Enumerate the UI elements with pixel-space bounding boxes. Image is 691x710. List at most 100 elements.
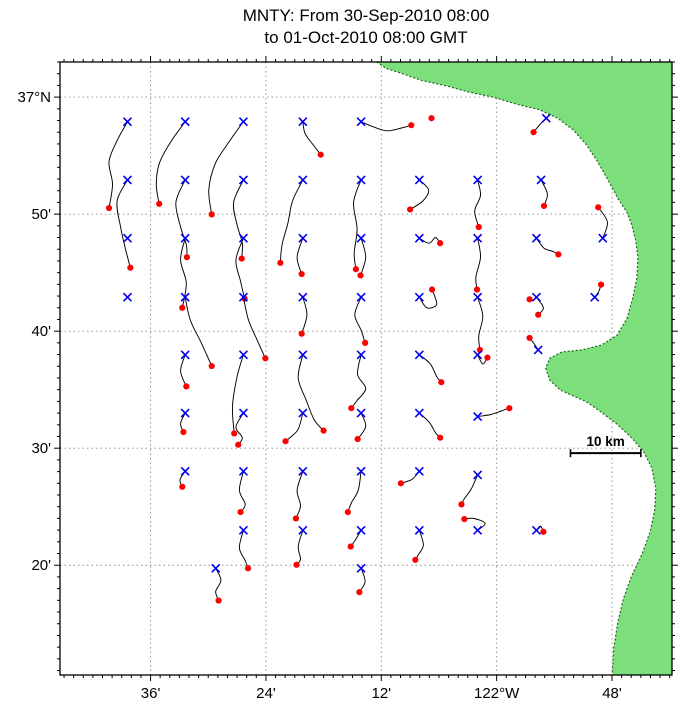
end-marker-icon [437,434,444,441]
y-tick-label: 30' [31,440,51,457]
end-marker-icon [179,304,186,311]
trajectory-path [461,474,479,505]
start-marker-icon [298,466,308,476]
scale-bar: 10 km [569,434,642,458]
start-marker-icon [122,117,133,127]
axis-ticks [54,56,678,681]
trajectory-path [353,179,362,270]
trajectory-path [238,529,249,569]
start-marker-icon [536,175,546,185]
trajectory-path [418,289,438,309]
start-marker-icon [356,408,366,418]
start-marker-icon [473,470,483,480]
start-marker-icon [238,466,248,476]
start-marker-icon [298,233,308,243]
trajectory-path [108,121,128,209]
trajectory-path [301,296,308,335]
trajectory-path [184,296,213,367]
x-tick-label: 122°W [474,685,520,702]
y-tick-label: 40' [31,323,51,340]
coastline-land [375,62,672,675]
trajectory-path [116,179,131,269]
start-marker-icon [414,233,424,243]
end-marker-icon [208,211,215,218]
start-marker-icon [598,233,608,243]
end-marker-icon [555,251,562,258]
end-marker-icon [362,339,369,346]
chart-title: MNTY: From 30-Sep-2010 08:00 to 01-Oct-2… [60,5,672,49]
trajectory-path [474,179,482,228]
trajectory-path [477,407,510,418]
start-marker-icon [298,408,308,418]
trajectory-path [238,470,246,513]
end-marker-icon [540,528,547,535]
end-marker-icon [526,334,533,342]
end-marker-icon [237,508,244,516]
end-marker-icon [282,438,289,445]
end-marker-icon [407,206,414,213]
end-marker-icon [238,255,245,262]
end-marker-icon [352,266,360,273]
start-marker-icon [356,117,366,127]
start-marker-icon [298,350,308,360]
end-marker-icon [344,508,351,516]
trajectory-path [302,121,322,156]
start-marker-icon [473,175,483,185]
trajectory-path [475,237,481,290]
trajectory-path [279,179,304,264]
end-marker-icon [105,204,113,212]
end-marker-icon [215,597,222,604]
start-marker-icon [238,525,248,535]
x-tick-label: 36' [141,685,161,702]
trajectory-path [235,412,244,446]
start-marker-icon [211,563,221,573]
start-marker-icon [356,350,366,360]
trajectory-path [297,354,325,432]
end-marker-icon [127,264,134,271]
end-marker-icon [179,483,186,490]
start-marker-icon [356,175,366,185]
end-marker-icon [262,355,269,362]
start-marker-icon [298,525,308,535]
end-marker-icon [244,565,252,572]
end-marker-icon [277,259,284,266]
end-marker-icon [461,516,468,523]
trajectory-path [242,296,266,359]
trajectory-path [463,517,486,531]
start-marker-icon [298,117,308,127]
trajectory-path [477,296,484,351]
end-marker-icon [292,515,300,522]
end-marker-icon [475,223,482,231]
end-marker-icon [347,543,354,550]
start-marker-icon [473,292,483,302]
start-marker-icon [356,292,366,302]
end-marker-icon [412,556,419,563]
trajectory-path [180,354,187,387]
start-marker-icon [180,466,190,476]
trajectory-path [414,529,424,561]
trajectory-path [296,237,304,275]
start-marker-icon [533,345,543,355]
start-marker-icon [180,117,190,127]
start-marker-icon [238,408,248,418]
end-marker-icon [506,405,513,412]
start-marker-icon [180,350,190,360]
end-marker-icon [180,428,187,436]
end-marker-icon [397,480,404,487]
trajectory-path [354,296,366,344]
y-tick-label: 50' [31,206,51,223]
chart-title-line-2: to 01-Oct-2010 08:00 GMT [264,28,468,47]
start-marker-icon [122,233,133,243]
end-marker-icon [428,115,435,122]
y-tick-label: 37°N [17,89,51,106]
trajectory-path [350,354,367,409]
trajectory-path [409,179,430,210]
end-marker-icon [356,589,363,596]
trajectory-path [296,529,304,566]
end-marker-icon [298,270,305,278]
end-marker-icon [317,151,324,158]
trajectory-path [295,470,304,519]
start-marker-icon [414,525,424,535]
end-marker-icon [156,200,163,207]
